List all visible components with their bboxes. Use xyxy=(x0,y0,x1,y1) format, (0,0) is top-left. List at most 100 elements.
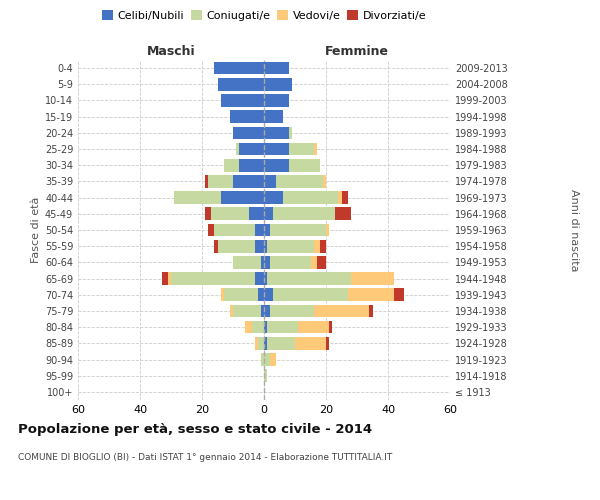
Bar xyxy=(270,353,277,366)
Bar xyxy=(208,224,214,236)
Bar xyxy=(289,142,314,156)
Legend: Celibi/Nubili, Coniugati/e, Vedovi/e, Divorziati/e: Celibi/Nubili, Coniugati/e, Vedovi/e, Di… xyxy=(100,8,428,23)
Bar xyxy=(218,240,254,252)
Bar xyxy=(370,304,373,318)
Bar xyxy=(248,208,264,220)
Bar xyxy=(264,159,289,172)
Bar xyxy=(341,192,348,204)
Bar xyxy=(254,272,264,285)
Bar xyxy=(205,208,211,220)
Bar xyxy=(314,240,320,252)
Bar xyxy=(264,175,277,188)
Bar xyxy=(214,240,218,252)
Bar xyxy=(320,240,326,252)
Bar xyxy=(335,208,351,220)
Bar xyxy=(264,110,283,123)
Bar xyxy=(254,240,264,252)
Bar xyxy=(214,224,254,236)
Bar xyxy=(264,353,270,366)
Bar xyxy=(214,62,264,74)
Bar xyxy=(208,175,233,188)
Bar xyxy=(224,288,258,301)
Bar xyxy=(274,208,335,220)
Bar xyxy=(205,175,208,188)
Text: COMUNE DI BIOGLIO (BI) - Dati ISTAT 1° gennaio 2014 - Elaborazione TUTTITALIA.IT: COMUNE DI BIOGLIO (BI) - Dati ISTAT 1° g… xyxy=(18,452,392,462)
Bar xyxy=(267,240,314,252)
Bar xyxy=(239,159,264,172)
Bar xyxy=(233,175,264,188)
Bar xyxy=(274,288,348,301)
Bar xyxy=(267,272,351,285)
Bar xyxy=(258,337,264,349)
Bar xyxy=(394,288,404,301)
Bar xyxy=(264,142,289,156)
Bar xyxy=(338,192,341,204)
Bar xyxy=(230,110,264,123)
Bar xyxy=(317,256,326,268)
Bar xyxy=(221,288,224,301)
Bar xyxy=(174,192,221,204)
Y-axis label: Anni di nascita: Anni di nascita xyxy=(569,188,579,271)
Bar xyxy=(298,321,329,334)
Text: Maschi: Maschi xyxy=(146,46,196,59)
Bar xyxy=(251,321,264,334)
Bar xyxy=(326,337,329,349)
Bar xyxy=(264,62,289,74)
Text: Femmine: Femmine xyxy=(325,46,389,59)
Bar xyxy=(264,192,283,204)
Bar xyxy=(221,94,264,107)
Bar xyxy=(211,208,248,220)
Bar xyxy=(267,321,298,334)
Bar xyxy=(236,142,239,156)
Bar xyxy=(264,78,292,90)
Bar xyxy=(264,240,267,252)
Bar xyxy=(264,224,270,236)
Bar xyxy=(329,321,332,334)
Bar xyxy=(264,208,274,220)
Y-axis label: Fasce di età: Fasce di età xyxy=(31,197,41,263)
Text: Popolazione per età, sesso e stato civile - 2014: Popolazione per età, sesso e stato civil… xyxy=(18,422,372,436)
Bar xyxy=(326,224,329,236)
Bar xyxy=(270,256,311,268)
Bar xyxy=(314,304,370,318)
Bar xyxy=(233,304,261,318)
Bar xyxy=(277,175,323,188)
Bar xyxy=(224,159,239,172)
Bar xyxy=(233,126,264,139)
Bar xyxy=(239,142,264,156)
Bar xyxy=(323,175,326,188)
Bar xyxy=(264,321,267,334)
Bar xyxy=(289,126,292,139)
Bar xyxy=(221,192,264,204)
Bar xyxy=(264,94,289,107)
Bar xyxy=(261,304,264,318)
Bar xyxy=(264,126,289,139)
Bar xyxy=(264,337,267,349)
Bar xyxy=(267,337,295,349)
Bar xyxy=(264,288,274,301)
Bar xyxy=(233,256,261,268)
Bar xyxy=(258,288,264,301)
Bar xyxy=(270,304,314,318)
Bar xyxy=(351,272,394,285)
Bar xyxy=(230,304,233,318)
Bar xyxy=(261,256,264,268)
Bar xyxy=(261,353,264,366)
Bar xyxy=(264,304,270,318)
Bar xyxy=(314,142,317,156)
Bar xyxy=(283,192,338,204)
Bar xyxy=(162,272,168,285)
Bar xyxy=(168,272,171,285)
Bar xyxy=(311,256,317,268)
Bar xyxy=(289,159,320,172)
Bar xyxy=(264,272,267,285)
Bar xyxy=(295,337,326,349)
Bar xyxy=(245,321,251,334)
Bar xyxy=(270,224,326,236)
Bar xyxy=(254,224,264,236)
Bar xyxy=(348,288,394,301)
Bar xyxy=(255,337,258,349)
Bar xyxy=(171,272,254,285)
Bar xyxy=(218,78,264,90)
Bar xyxy=(264,256,270,268)
